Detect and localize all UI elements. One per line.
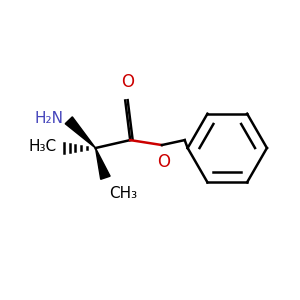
Text: O: O xyxy=(158,153,170,171)
Text: H₃C: H₃C xyxy=(29,139,57,154)
Text: H₂N: H₂N xyxy=(35,111,64,126)
Polygon shape xyxy=(65,117,95,148)
Text: O: O xyxy=(121,73,134,91)
Text: CH₃: CH₃ xyxy=(110,186,137,201)
Polygon shape xyxy=(95,148,110,179)
